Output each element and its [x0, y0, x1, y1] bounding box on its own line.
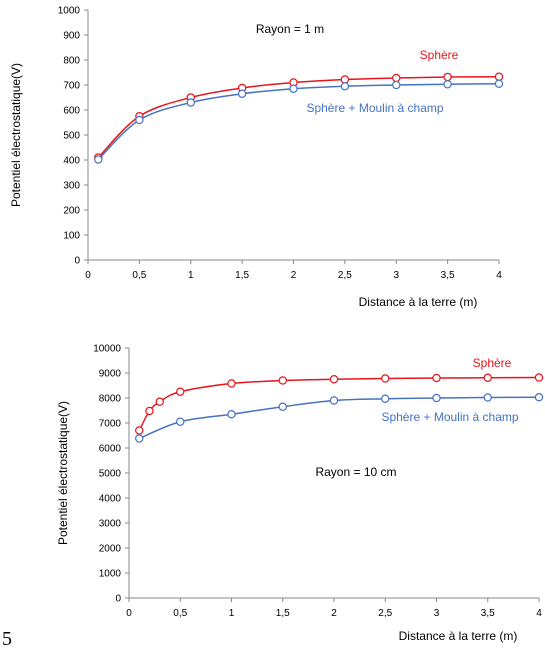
data-point-sphere-moulin	[176, 417, 185, 426]
data-point-sphere-moulin	[227, 410, 236, 419]
y-tick-label: 5000	[99, 469, 122, 480]
y-axis-title: Potentiel électrostatique(V)	[9, 63, 23, 207]
y-tick-label: 500	[63, 131, 80, 142]
x-tick-label: 2,5	[338, 270, 352, 281]
data-point-sphere-moulin	[340, 82, 350, 91]
x-tick-label: 4	[496, 270, 502, 281]
data-point-sphere-moulin	[186, 98, 195, 107]
x-tick-label: 1,5	[276, 608, 290, 619]
y-tick-label: 4000	[99, 494, 122, 505]
data-point-sphere	[329, 375, 339, 384]
x-tick-label: 2	[291, 270, 297, 281]
data-point-sphere	[176, 387, 185, 396]
y-tick-label: 700	[63, 81, 80, 92]
radius-annotation: Rayon = 1 m	[256, 22, 324, 36]
x-tick-label: 1	[229, 608, 235, 619]
data-point-sphere-moulin	[329, 396, 339, 405]
x-axis-title: Distance à la terre (m)	[399, 629, 518, 643]
y-tick-label: 800	[63, 56, 80, 67]
data-point-sphere	[483, 373, 492, 382]
y-tick-label: 3000	[99, 519, 122, 530]
data-point-sphere-moulin	[494, 79, 504, 88]
y-tick-label: 200	[63, 206, 80, 217]
y-tick-label: 900	[63, 31, 80, 42]
y-tick-label: 9000	[99, 369, 122, 380]
x-tick-label: 2	[331, 608, 337, 619]
data-point-sphere-moulin	[278, 402, 287, 411]
data-point-sphere-moulin	[237, 89, 247, 98]
data-point-sphere	[227, 379, 236, 388]
y-tick-label: 10000	[93, 344, 121, 355]
chart-rayon-1m: 0 100 200 300 400 500 600 700 800 900 1000 0 0,5 1 1,5…	[9, 6, 504, 309]
y-axis-title: Potentiel électrostatique(V)	[56, 401, 70, 545]
x-tick-label: 4	[536, 608, 542, 619]
data-point-sphere-moulin	[289, 84, 298, 93]
y-tick-label: 0	[115, 594, 121, 605]
x-tick-label: 3,5	[441, 270, 455, 281]
data-point-sphere	[278, 376, 287, 385]
data-point-sphere	[534, 373, 544, 382]
data-point-sphere-moulin	[432, 393, 441, 403]
series-line-sphere-moulin	[97, 83, 500, 161]
series-label-sphere-moulin: Sphère + Moulin à champ	[381, 410, 518, 424]
data-point-sphere	[135, 426, 144, 435]
data-point-sphere-moulin	[94, 155, 103, 164]
y-tick-label: 0	[74, 256, 80, 267]
y-tick-label: 6000	[99, 444, 122, 455]
data-point-sphere	[381, 374, 390, 383]
data-point-sphere-moulin	[483, 393, 492, 402]
series-label-sphere: Sphère	[420, 48, 459, 62]
x-tick-label: 0,5	[173, 608, 187, 619]
data-point-sphere-moulin	[381, 394, 390, 403]
series-label-sphere-moulin: Sphère + Moulin à champ	[306, 101, 443, 115]
y-tick-label: 400	[63, 156, 80, 167]
x-tick-label: 3,5	[481, 608, 495, 619]
data-point-sphere	[494, 72, 504, 81]
data-point-sphere-moulin	[135, 434, 144, 443]
radius-annotation: Rayon = 10 cm	[315, 465, 396, 479]
data-point-sphere	[443, 72, 452, 82]
y-tick-label: 7000	[99, 419, 122, 430]
chart-rayon-10cm: 0100020003000400050006000700080009000100…	[56, 344, 544, 643]
x-tick-label: 3	[393, 270, 399, 281]
data-point-sphere-moulin	[135, 115, 144, 125]
x-tick-label: 1,5	[235, 270, 249, 281]
y-tick-label: 100	[63, 231, 80, 242]
page-number: 5	[2, 628, 12, 650]
data-point-sphere	[340, 75, 350, 84]
data-point-sphere-moulin	[443, 80, 452, 89]
x-tick-label: 2,5	[378, 608, 392, 619]
y-tick-label: 8000	[99, 394, 122, 405]
data-point-sphere	[155, 397, 164, 406]
x-tick-label: 1	[188, 270, 194, 281]
x-tick-label: 0	[85, 270, 91, 281]
data-point-sphere	[432, 373, 441, 383]
y-tick-label: 1000	[58, 6, 81, 17]
data-point-sphere	[145, 406, 154, 416]
x-tick-label: 0,5	[132, 270, 146, 281]
x-tick-label: 3	[434, 608, 440, 619]
data-point-sphere-moulin	[392, 80, 401, 90]
data-point-sphere	[392, 73, 401, 83]
y-tick-label: 1000	[99, 569, 122, 580]
x-axis-title: Distance à la terre (m)	[359, 295, 478, 309]
y-tick-label: 600	[63, 106, 80, 117]
series-label-sphere: Sphère	[473, 356, 512, 370]
x-tick-label: 0	[126, 608, 132, 619]
y-tick-label: 2000	[99, 544, 122, 555]
data-point-sphere-moulin	[534, 393, 544, 402]
y-tick-label: 300	[63, 181, 80, 192]
